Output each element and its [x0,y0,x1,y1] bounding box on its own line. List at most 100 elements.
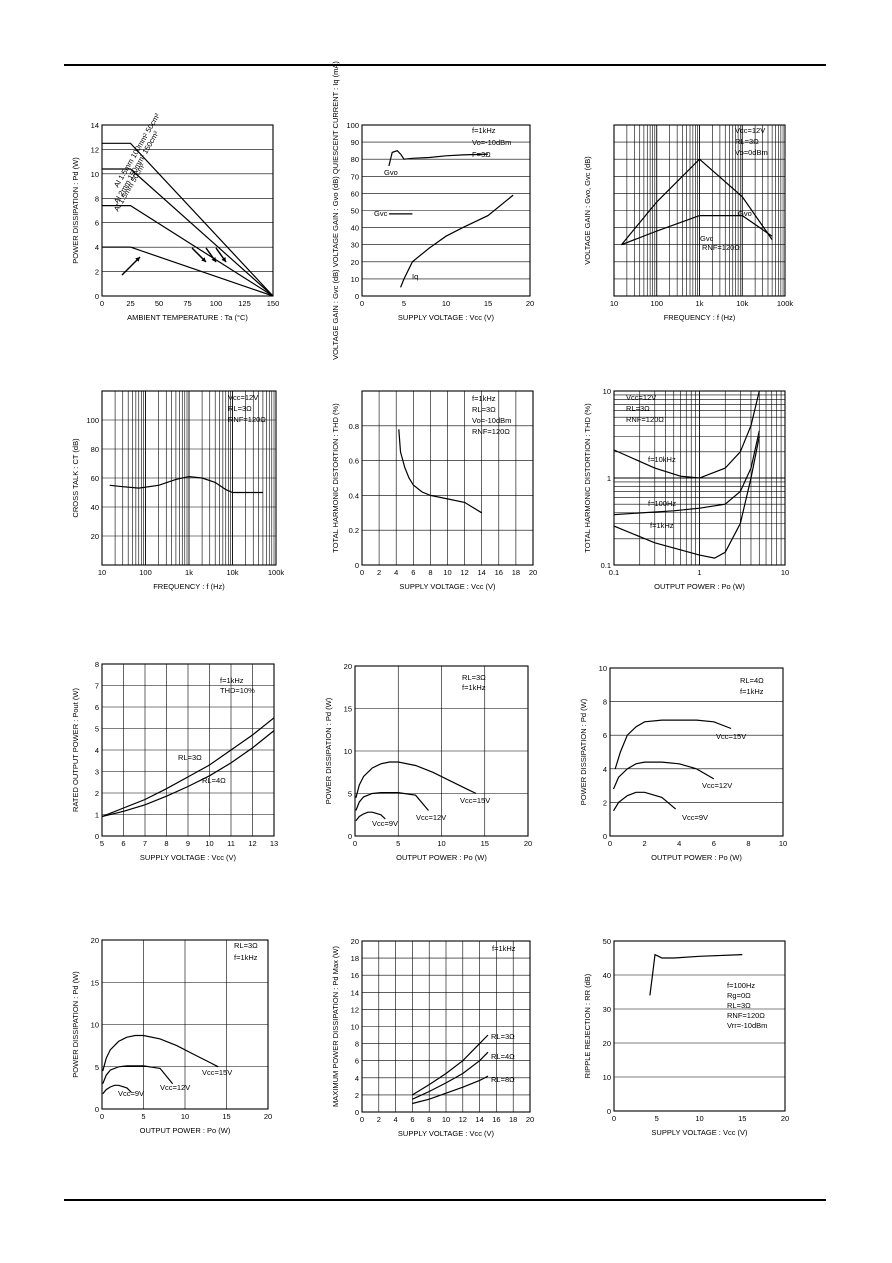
plot-frame [361,124,531,297]
chart-annotation: Gvc [374,209,388,218]
chart-grid-lines [361,940,531,1113]
series-line [102,142,274,297]
series-line [613,430,760,516]
plot-frame [609,667,784,837]
y-tick-label: 5 [348,790,352,799]
x-tick-label: 10 [695,1114,703,1123]
x-tick-label: 14 [478,568,486,577]
x-tick-label: 100 [650,299,663,308]
plot-frame [613,124,786,297]
x-tick-label: 10 [437,839,445,848]
y-tick-label: 3 [95,768,99,777]
series-line [398,429,483,514]
chart-annotation: RNF=120Ω [228,415,266,424]
x-tick-label: 8 [746,839,750,848]
y-axis-label: CROSS TALK : CT (dB) [71,438,80,518]
y-tick-label: 30 [351,241,359,250]
y-tick-label: 5 [95,1063,99,1072]
arrow-head [201,257,206,262]
x-axis-label: SUPPLY VOLTAGE : Vcc (V) [399,582,496,591]
chart-annotation: Vcc=15V [460,796,490,805]
y-tick-label: 7 [95,682,99,691]
y-tick-label: 0 [348,832,352,841]
x-tick-label: 150 [267,299,280,308]
x-tick-label: 0 [100,299,104,308]
chart-annotation: Vcc=12V [228,393,258,402]
x-axis-label: FREQUENCY : f (Hz) [153,582,225,591]
x-tick-label: 15 [738,1114,746,1123]
chart-annotation: Gvo [738,209,752,218]
series-line [612,791,677,812]
derating-arrows [121,247,227,276]
chart-annotation: Vcc=12V [626,393,656,402]
x-tick-label: 8 [428,568,432,577]
series-line [412,1051,489,1100]
chart-8: 0 5 10 15 20 0 5 10 15 20 OUTPUT POWER : Po (W) POW… [324,662,532,862]
y-tick-label: 0.4 [349,491,359,500]
chart-1: 0 25 50 75 100 125 150 0 2 4 6 8 10 12 14 AMBIENT TEMPE… [71,111,279,322]
x-tick-label: 20 [526,1115,534,1124]
x-tick-label: 5 [100,839,104,848]
x-axis-label: OUTPUT POWER : Po (W) [396,853,487,862]
plot-frame [613,390,786,566]
y-axis-label: MAXIMUM POWER DISSIPATION : Pd Max (W) [331,946,340,1107]
y-tick-label: 8 [95,660,99,669]
y-tick-label: 5 [95,725,99,734]
chart-annotation: Vcc=9V [372,819,398,828]
chart-annotation: Vcc=15V [202,1068,232,1077]
series-line [400,194,514,288]
y-tick-label: 12 [351,1005,359,1014]
series-line [355,791,429,811]
y-tick-label: 4 [355,1074,359,1083]
chart-annotation: f=1kHz [740,687,764,696]
y-axis-label: RIPPLE REJECTION : RR (dB) [583,973,592,1078]
chart-annotation: RL=4Ω [491,1052,515,1061]
y-axis-label: POWER DISSIPATION : Pd (W) [71,971,80,1078]
series-line [102,1034,219,1072]
x-tick-label: 12 [459,1115,467,1124]
chart-annotation: RL=3Ω [178,753,202,762]
x-axis-label: SUPPLY VOLTAGE : Vcc (V) [398,1129,495,1138]
y-tick-label: 0 [95,292,99,301]
chart-annotation: F=3Ω [472,150,491,159]
x-tick-label: 4 [677,839,681,848]
x-axis-label: SUPPLY VOLTAGE : Vcc (V) [140,853,237,862]
x-tick-label: 14 [475,1115,483,1124]
x-tick-label: 5 [141,1112,145,1121]
y-tick-label: 15 [91,978,99,987]
y-tick-label: 90 [351,138,359,147]
chart-annotation: Vcc=12V [702,781,732,790]
chart-annotation: Vo=0dBm [735,148,768,157]
x-tick-label: 20 [264,1112,272,1121]
x-tick-label: 13 [270,839,278,848]
chart-2: 0 5 10 15 20 0 10 20 30 40 50 60 70 80 90 100 SUPPLY VOL… [331,61,534,360]
chart-annotation: RNF=120Ω [727,1011,765,1020]
series-line [613,390,760,479]
chart-5: 0 2 4 6 8 10 12 14 16 18 20 0 0.2 0.4 0.6 0.8 SUPPLY VOL… [331,390,537,591]
y-tick-label: 50 [351,207,359,216]
y-tick-label: 40 [603,971,611,980]
x-tick-label: 125 [238,299,251,308]
y-tick-label: 14 [91,121,99,130]
chart-annotation: f=100Hz [648,499,676,508]
chart-annotation: f=1kHz [462,683,486,692]
y-tick-label: 10 [351,1023,359,1032]
x-axis-label: SUPPLY VOLTAGE : Vcc (V) [651,1128,748,1137]
y-tick-label: 10 [603,1073,611,1082]
chart-6: 0.1 1 10 0.1 1 10 OUTPUT POWER : Po (W) TOTAL H… [583,387,789,591]
x-tick-label: 18 [512,568,520,577]
x-tick-label: 4 [394,1115,398,1124]
plot-frame [361,390,534,566]
y-tick-label: 100 [86,416,99,425]
y-axis-label: POWER DISSIPATION : Pd (W) [324,697,333,804]
chart-annotation: Rg=0Ω [727,991,751,1000]
series-line [102,1084,132,1095]
x-tick-label: 0 [353,839,357,848]
series-line [621,158,773,246]
chart-annotation: RL=3Ω [491,1032,515,1041]
x-axis-label: FREQUENCY : f (Hz) [664,313,736,322]
x-tick-label: 10 [781,568,789,577]
x-tick-label: 10 [610,299,618,308]
y-tick-label: 10 [351,275,359,284]
